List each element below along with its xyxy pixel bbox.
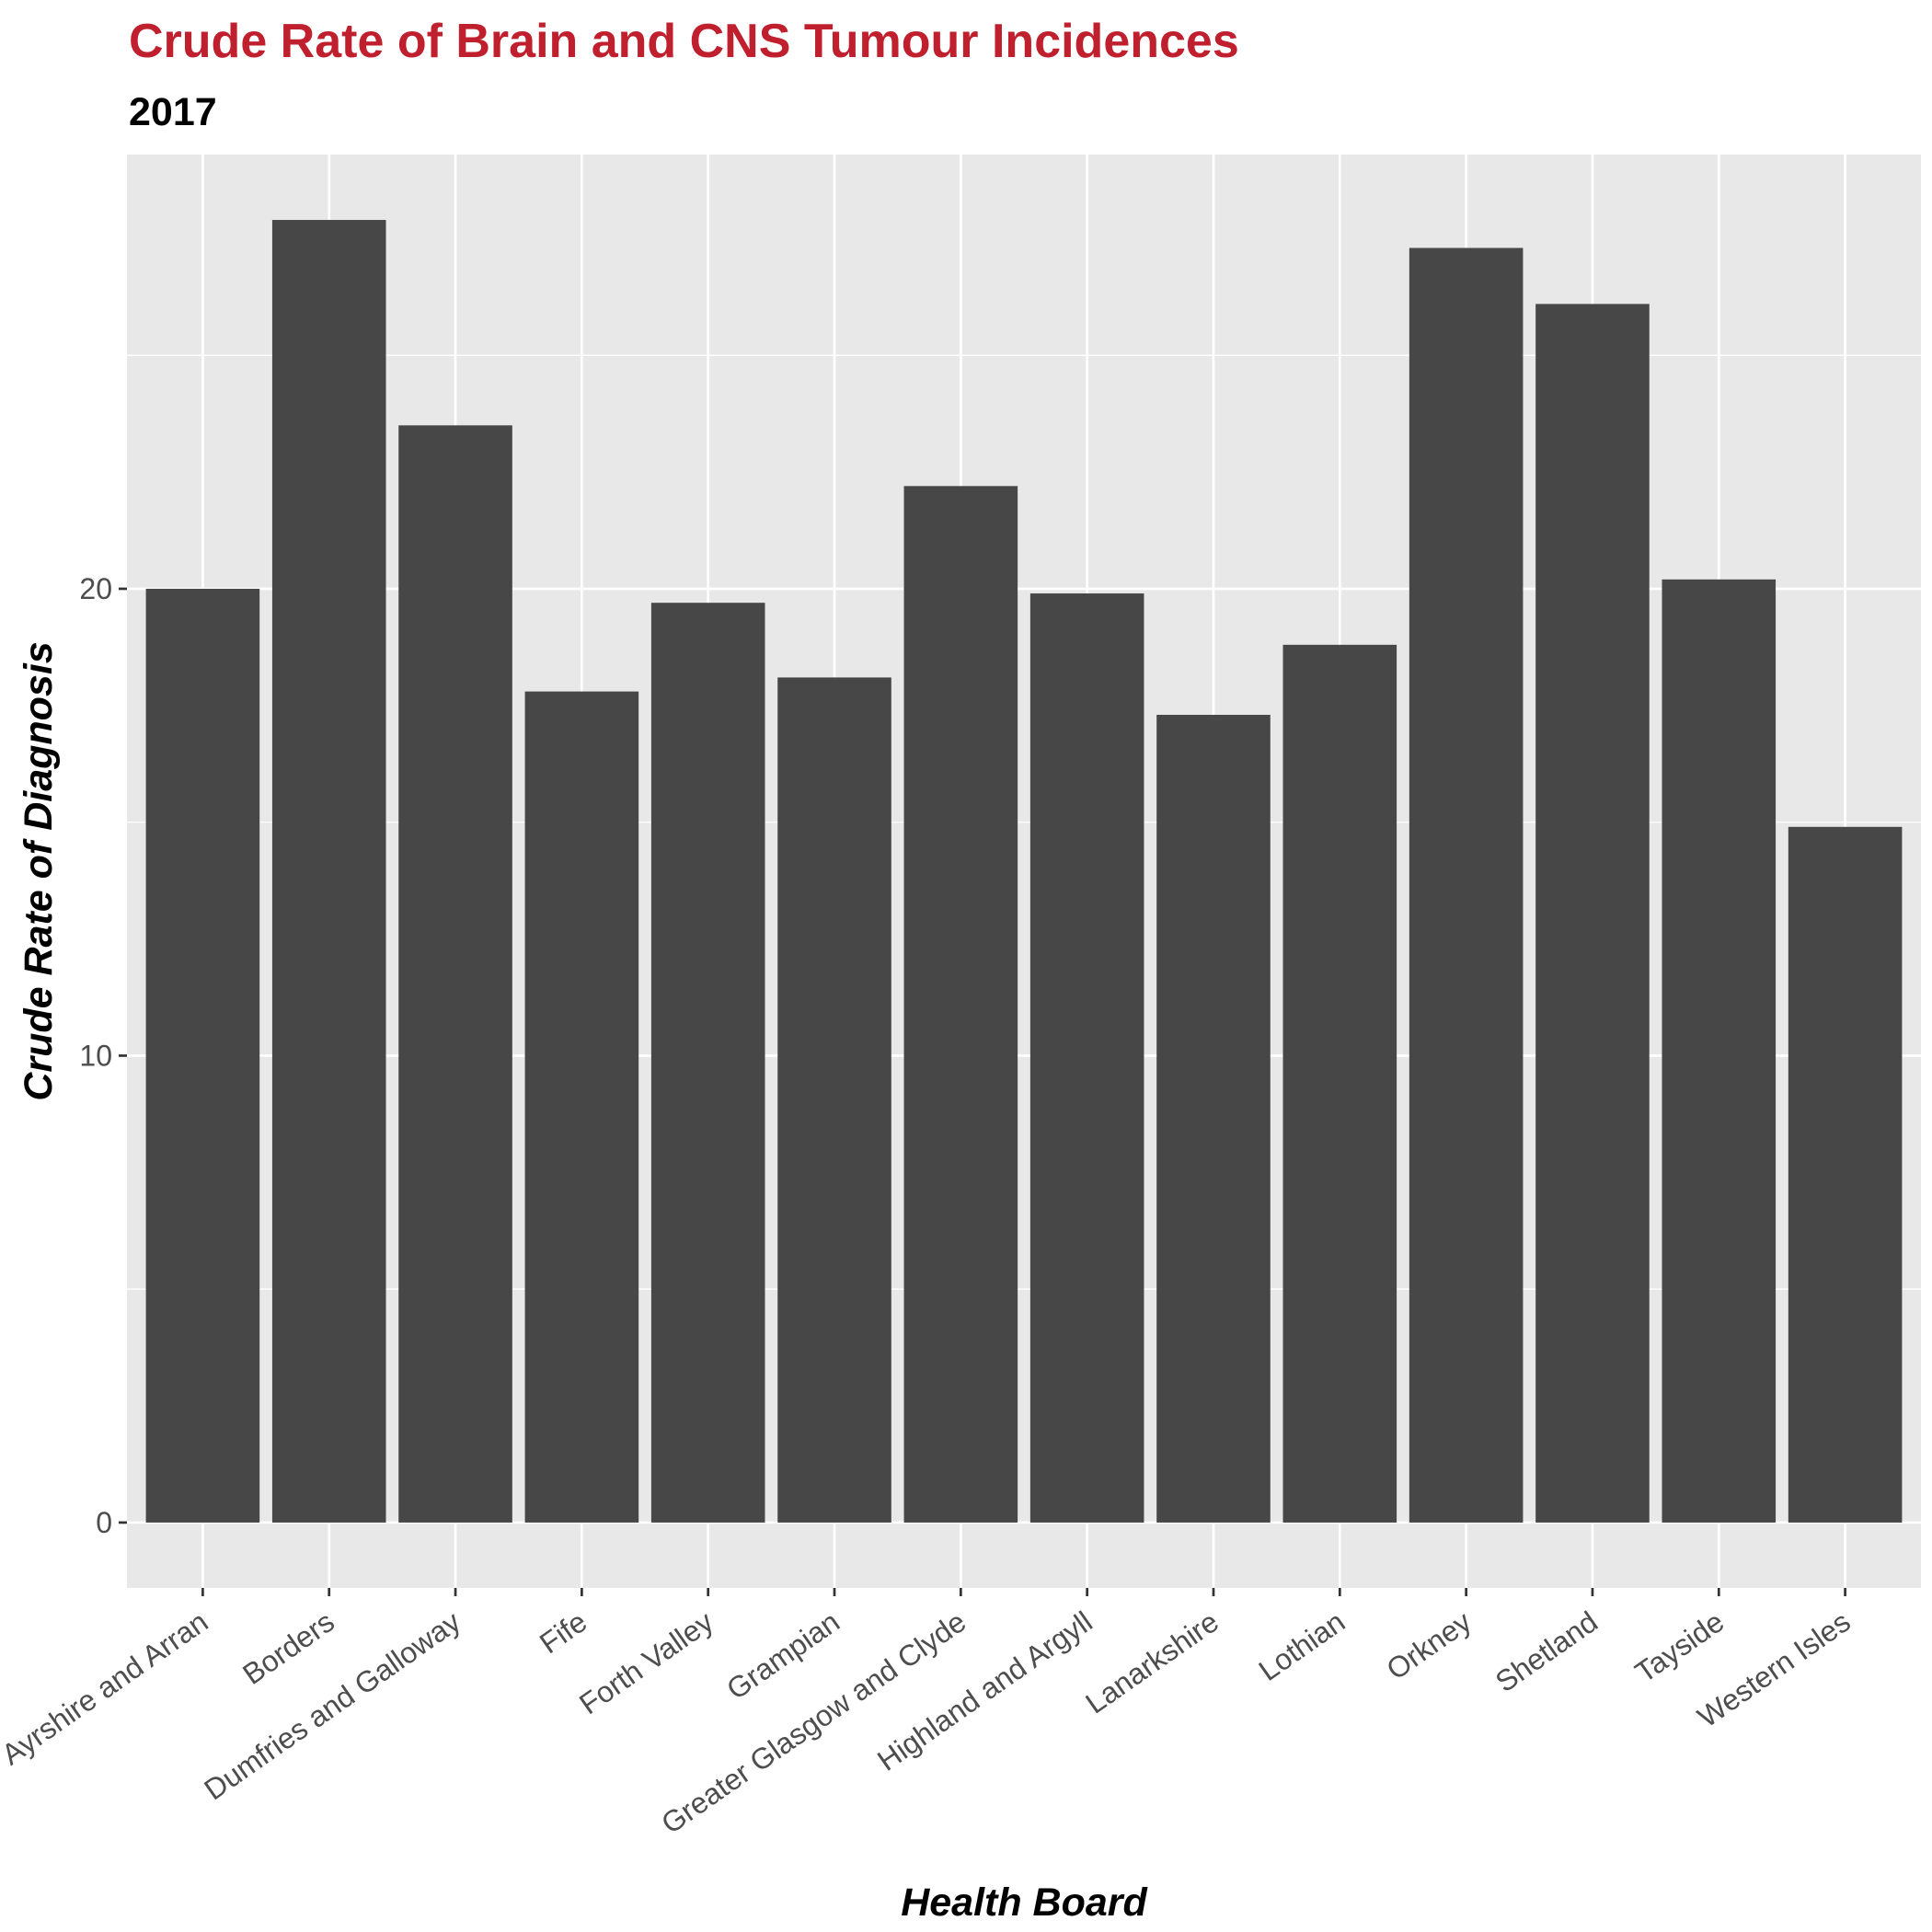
bar [1282,644,1397,1523]
x-tick-label: Lothian [1253,1604,1351,1687]
bar [145,588,260,1523]
bar [1662,579,1777,1523]
y-tick-label: 10 [79,1039,112,1072]
bars [145,220,1903,1523]
bar [271,220,386,1523]
bar [1535,304,1650,1523]
chart-subtitle: 2017 [129,90,217,134]
chart-title: Crude Rate of Brain and CNS Tumour Incid… [129,15,1239,68]
y-axis-title: Crude Rate of Diagnosis [17,641,61,1100]
x-axis-title: Health Board [901,1880,1147,1925]
x-tick-label: Forth Valley [573,1604,719,1720]
x-tick-label: Lanarkshire [1079,1604,1225,1719]
bar [1409,247,1524,1523]
x-tick-label: Orkney [1381,1604,1478,1686]
x-tick-label: Ayrshire and Arran [0,1604,213,1771]
plot-panel [127,155,1921,1588]
bar [650,603,765,1523]
x-tick-label: Borders [236,1604,339,1691]
bar [398,425,512,1523]
x-tick-label: Tayside [1629,1604,1731,1689]
bar [1156,714,1271,1523]
x-tick-label: Highland and Argyll [871,1604,1098,1777]
bar [524,691,639,1523]
x-tick-label: Grampian [720,1604,845,1706]
bar [903,486,1018,1523]
bar [777,677,891,1523]
x-tick-label: Fife [534,1604,592,1660]
x-tick-label: Shetland [1489,1604,1604,1698]
y-tick-label: 20 [79,572,112,605]
bar [1029,593,1144,1523]
y-axis: 0 10 20 [79,572,127,1539]
y-tick-label: 0 [96,1506,112,1539]
bar [1788,826,1903,1523]
